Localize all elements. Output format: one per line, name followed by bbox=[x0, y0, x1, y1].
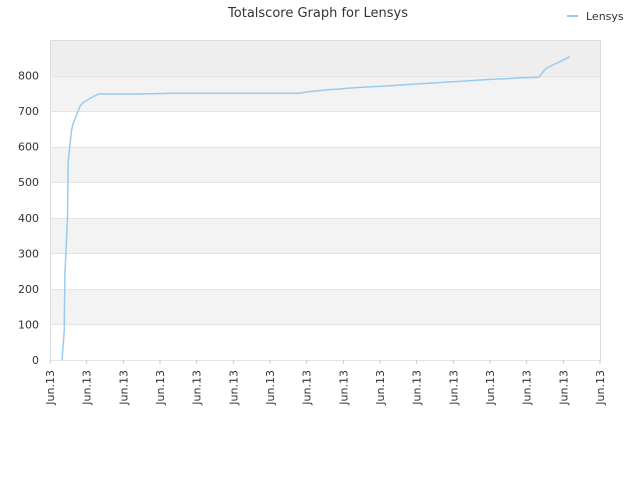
plot-band bbox=[50, 182, 600, 218]
x-tick-label: Jun.13 bbox=[594, 370, 607, 406]
plot-band bbox=[50, 324, 600, 360]
y-tick-label: 300 bbox=[18, 247, 39, 260]
series-line-lensys bbox=[61, 56, 571, 361]
x-tick-label: Jun.13 bbox=[227, 370, 240, 406]
x-tick-label: Jun.13 bbox=[337, 370, 350, 406]
y-tick-label: 600 bbox=[18, 141, 39, 154]
plot-band bbox=[50, 40, 600, 76]
x-tick-label: Jun.13 bbox=[374, 370, 387, 406]
series-layer bbox=[61, 56, 571, 361]
x-tick-label: Jun.13 bbox=[484, 370, 497, 406]
y-tick-label: 0 bbox=[32, 354, 39, 367]
plot-band bbox=[50, 111, 600, 147]
plot-band bbox=[50, 146, 600, 183]
x-tick-label: Jun.13 bbox=[521, 370, 534, 406]
x-tick-label: Jun.13 bbox=[117, 370, 130, 406]
y-tick-label: 100 bbox=[18, 318, 39, 331]
x-tick-label: Jun.13 bbox=[301, 370, 314, 406]
x-tick-label: Jun.13 bbox=[191, 370, 204, 406]
plot-bands bbox=[50, 40, 600, 360]
x-tick-label: Jun.13 bbox=[264, 370, 277, 406]
y-tick-label: 700 bbox=[18, 105, 39, 118]
plot-band bbox=[50, 253, 600, 289]
x-tick-label: Jun.13 bbox=[411, 370, 424, 406]
x-tick-label: Jun.13 bbox=[557, 370, 570, 406]
x-tick-label: Jun.13 bbox=[447, 370, 460, 406]
legend-label-lensys: Lensys bbox=[586, 10, 624, 23]
y-tick-label: 400 bbox=[18, 212, 39, 225]
x-tick-label: Jun.13 bbox=[81, 370, 94, 406]
y-tick-label: 500 bbox=[18, 176, 39, 189]
x-tick-label: Jun.13 bbox=[44, 370, 57, 406]
x-tick-label: Jun.13 bbox=[154, 370, 167, 406]
y-axis: 0 100 200 300 400 500 600 700 800 bbox=[18, 70, 600, 367]
y-tick-label: 800 bbox=[18, 70, 39, 83]
y-tick-label: 200 bbox=[18, 283, 39, 296]
legend: Lensys bbox=[567, 10, 624, 23]
chart-title: Totalscore Graph for Lensys bbox=[227, 6, 408, 21]
plot-band bbox=[50, 217, 600, 254]
plot-band bbox=[50, 288, 600, 325]
x-axis: Jun.13 Jun.13 Jun.13 Jun.13 Jun.13 Jun.13 Jun.… bbox=[44, 360, 607, 406]
